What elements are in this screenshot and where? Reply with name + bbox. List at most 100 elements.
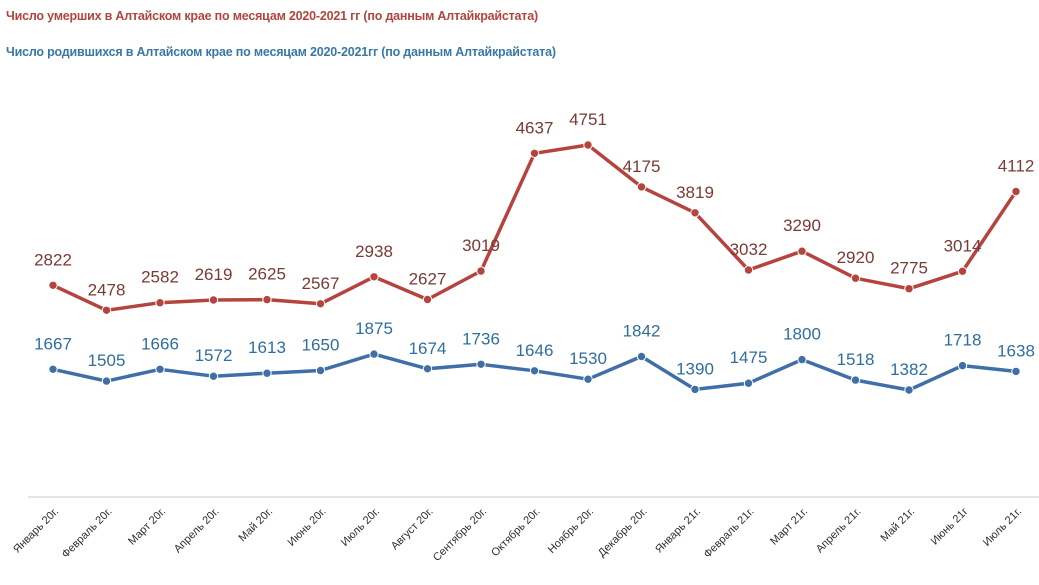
x-tick-label: Март 20г. (126, 506, 168, 548)
x-tick-label: Апрель 21г. (814, 506, 864, 556)
deaths-value-label: 2625 (248, 265, 286, 284)
births-point (476, 359, 486, 369)
deaths-point (636, 182, 647, 192)
births-point (1011, 366, 1021, 377)
deaths-value-label: 2938 (355, 242, 393, 261)
births-point (48, 364, 58, 374)
x-tick-label: Июль 20г. (339, 506, 382, 549)
births-value-label: 1518 (837, 350, 875, 369)
deaths-value-label: 2567 (302, 274, 340, 293)
births-value-label: 1382 (890, 360, 928, 379)
x-tick-label: Июнь 21г (929, 506, 971, 548)
births-value-label: 1736 (462, 329, 500, 348)
deaths-value-label: 3032 (730, 240, 768, 259)
deaths-point (315, 299, 326, 309)
births-value-label: 1674 (409, 339, 447, 358)
births-point (636, 351, 647, 362)
births-point (583, 374, 593, 384)
births-point (797, 354, 807, 365)
deaths-point (48, 280, 58, 290)
births-value-label: 1613 (248, 338, 286, 357)
births-point (262, 368, 272, 378)
births-value-label: 1475 (730, 348, 768, 367)
births-value-label: 1667 (34, 334, 72, 353)
x-tick-labels: Январь 20г.Февраль 20г. Март 20г. Апрель 2… (11, 506, 1024, 564)
births-point (690, 384, 700, 395)
deaths-value-label: 4112 (998, 157, 1035, 176)
births-point (155, 364, 165, 374)
x-tick-label: Январь 21г. (653, 506, 703, 556)
deaths-point (743, 265, 754, 275)
births-point (422, 364, 433, 374)
deaths-point (957, 266, 968, 276)
deaths-point (583, 140, 593, 150)
births-point (101, 376, 112, 386)
x-tick-label: Февраль 21г. (702, 506, 757, 561)
births-value-label: 1800 (783, 325, 821, 344)
births-value-label: 1718 (944, 331, 982, 350)
births-value-label: 1650 (302, 336, 340, 355)
deaths-value-label: 2478 (88, 280, 126, 299)
births-value-label: 1646 (516, 341, 554, 360)
x-tick-label: Июль 21г. (981, 506, 1024, 549)
x-tick-label: Январь 20г. (11, 506, 61, 556)
deaths-value-label: 3019 (462, 236, 500, 255)
deaths-value-label: 2627 (409, 270, 447, 289)
births-point (850, 375, 861, 385)
deaths-value-label: 3290 (783, 216, 821, 235)
births-value-label: 1875 (355, 319, 393, 338)
series-layer (48, 140, 1021, 395)
x-tick-label: Март 21г. (768, 506, 810, 548)
deaths-point (850, 273, 861, 283)
births-value-label: 1530 (569, 349, 607, 368)
deaths-point (476, 266, 486, 276)
x-tick-label: Август 20г. (389, 506, 436, 553)
births-point (743, 378, 754, 388)
deaths-point (797, 246, 807, 256)
x-tick-label: Декабрь 20г. (596, 506, 650, 560)
births-value-label: 1842 (623, 322, 661, 341)
x-tick-label: Май 21г. (879, 506, 918, 545)
births-value-label: 1572 (195, 346, 233, 365)
deaths-value-label: 2920 (837, 248, 875, 267)
deaths-value-label: 2775 (890, 259, 928, 278)
x-tick-label: Апрель 20г. (172, 506, 222, 556)
deaths-point (904, 284, 914, 294)
deaths-point (155, 298, 165, 308)
chart-title-deaths: Число умерших в Алтайском крае по месяца… (6, 9, 538, 23)
births-value-label: 1390 (676, 359, 714, 378)
deaths-value-label: 2582 (141, 268, 179, 287)
births-point (904, 385, 914, 395)
x-tick-label: Октябрь 20г. (489, 506, 542, 559)
deaths-point (369, 272, 379, 282)
x-tick-label: Май 20г. (237, 506, 276, 545)
births-point (315, 365, 326, 376)
value-labels: 2822 2478 2582 2619 2625 2567 2938 2627 3019 4637… (34, 110, 1035, 379)
x-tick-label: Сентябрь 20г. (431, 506, 489, 564)
deaths-value-label: 3014 (944, 236, 982, 255)
x-tick-label: Февраль 20г. (60, 506, 115, 561)
births-value-label: 1666 (141, 334, 179, 353)
deaths-series-line (51, 143, 1018, 313)
deaths-point (529, 148, 540, 159)
deaths-point (208, 295, 219, 305)
deaths-point (101, 305, 112, 315)
deaths-value-label: 2822 (34, 250, 72, 269)
deaths-point (690, 208, 700, 218)
x-tick-label: Июнь 20г. (285, 506, 328, 549)
births-point (208, 371, 219, 381)
deaths-point (1011, 186, 1021, 197)
deaths-value-label: 2619 (195, 265, 233, 284)
chart-title-births: Число родившихся в Алтайском крае по мес… (6, 45, 556, 59)
deaths-value-label: 3819 (676, 183, 714, 202)
deaths-value-label: 4637 (516, 118, 554, 137)
births-point (529, 366, 540, 376)
births-point (957, 360, 968, 371)
births-value-label: 1638 (997, 341, 1035, 360)
births-value-label: 1505 (88, 351, 126, 370)
deaths-value-label: 4175 (623, 157, 661, 176)
x-tick-label: Ноябрь 20г. (546, 506, 596, 556)
deaths-point (422, 294, 433, 305)
deaths-point (262, 294, 272, 305)
